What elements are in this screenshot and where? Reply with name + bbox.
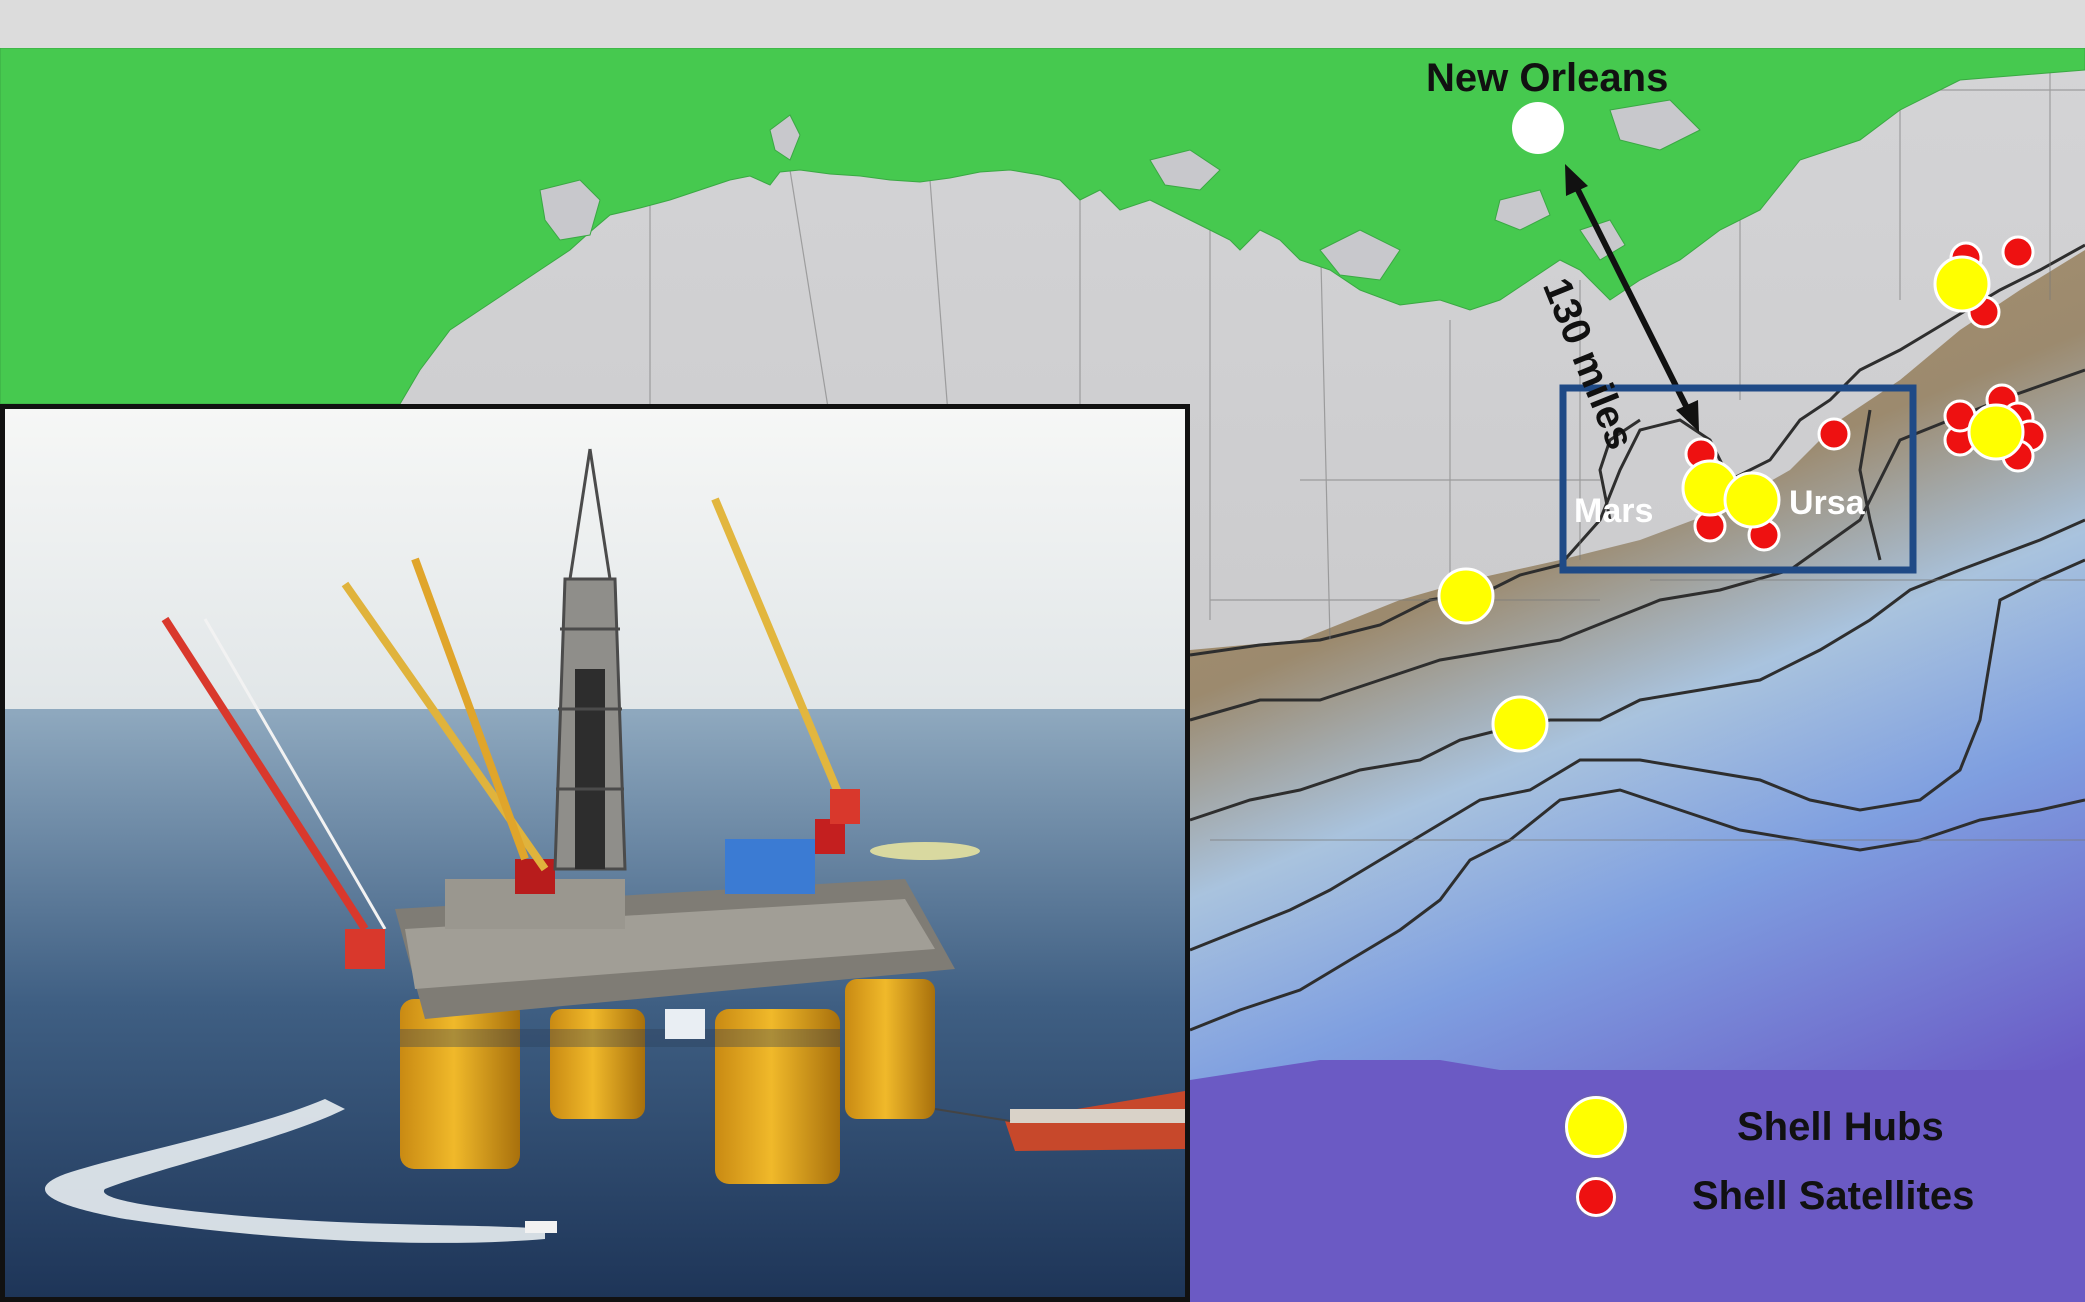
platform-legs [400, 979, 935, 1184]
ursa-field-label: Ursa [1789, 484, 1865, 522]
legend-row-hubs: Shell Hubs [1475, 1096, 1944, 1158]
distance-arrow [1565, 164, 1699, 432]
new-orleans-marker [1512, 102, 1564, 154]
lease-block-grid [649, 60, 2085, 841]
bathymetry-contours [1189, 243, 2085, 1032]
platform-cranes [161, 497, 860, 969]
hub-symbol-icon [1565, 1096, 1627, 1158]
legend-satellites-label: Shell Satellites [1692, 1174, 1975, 1218]
platform-derrick [553, 448, 627, 871]
shell-hubs [1437, 255, 2025, 753]
legend-row-satellites: Shell Satellites [1475, 1174, 1974, 1219]
mars-field-label: Mars [1574, 492, 1654, 530]
platform-deck [395, 819, 980, 1039]
platform-illustration [5, 409, 1185, 1297]
new-orleans-label: New Orleans [1426, 56, 1669, 100]
map-legend: Shell Hubs Shell Satellites [1475, 1080, 2085, 1302]
mars-ursa-highlight-box [1559, 384, 1917, 574]
platform-photo [0, 404, 1190, 1302]
land-mass [0, 48, 2085, 405]
top-bar [0, 0, 2085, 48]
shell-satellites [1684, 235, 2047, 552]
satellite-symbol-icon [1576, 1176, 1616, 1217]
legend-hubs-label: Shell Hubs [1737, 1104, 1944, 1149]
deep-water [1190, 1060, 2085, 1302]
continental-slope [1190, 250, 2085, 1302]
